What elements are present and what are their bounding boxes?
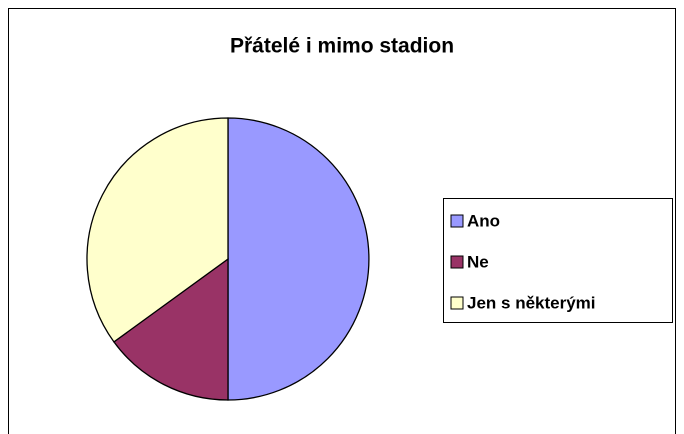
pie-slice: [113, 257, 229, 401]
legend-swatch: [450, 296, 464, 310]
legend-label: Ano: [467, 211, 500, 230]
pie-slice: [86, 117, 229, 343]
legend-swatch: [450, 255, 464, 269]
chart-title: Přátelé i mimo stadion: [230, 35, 454, 58]
legend-label: Ne: [467, 252, 489, 271]
pie-slice: [227, 117, 370, 401]
legend-box: [443, 198, 673, 323]
chart-border: [8, 8, 676, 434]
legend-swatch: [450, 214, 464, 228]
legend-label: Jen s některými: [467, 293, 596, 312]
